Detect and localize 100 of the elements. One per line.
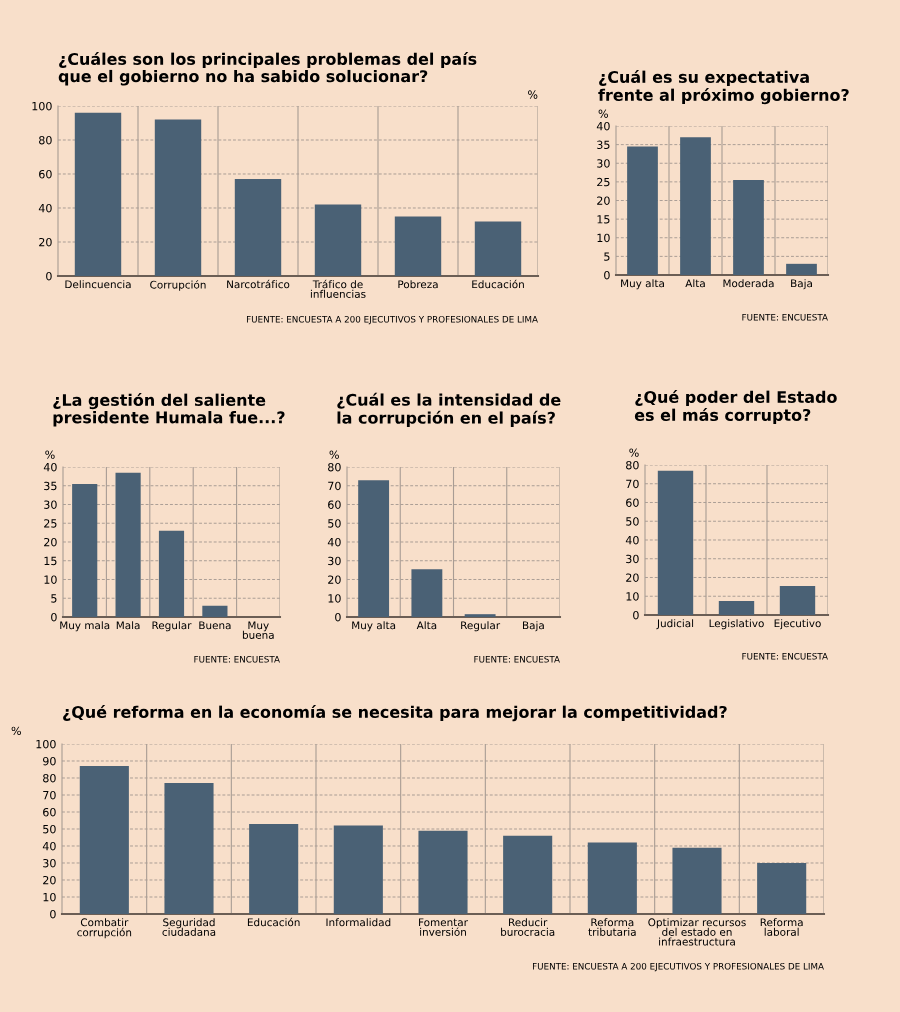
y-tick-label: 40 (42, 841, 56, 851)
y-tick-label: 10 (328, 594, 341, 603)
y-tick-label: 15 (44, 556, 57, 566)
y-tick-label: 0 (46, 271, 52, 281)
x-tick-label: Seguridad ciudadana (162, 918, 216, 936)
y-tick-label: 50 (43, 824, 56, 834)
y-tick-label: 20 (626, 573, 639, 582)
y-tick-label: 20 (43, 875, 56, 885)
y-tick-label: 20 (44, 537, 57, 547)
y-tick-label: 0 (335, 612, 341, 622)
source-note: FUENTE: ENCUESTA (742, 313, 828, 321)
chart-title: ¿Cuál es la intensidad de la corrupción en el país? (337, 392, 561, 427)
y-tick-label: 80 (328, 462, 341, 472)
y-axis-title: % (528, 90, 538, 99)
bar (680, 137, 711, 275)
y-tick-label: 35 (44, 481, 57, 491)
y-tick-label: 20 (328, 575, 341, 584)
x-tick-label: Informalidad (326, 918, 391, 927)
y-axis-title: % (598, 109, 608, 118)
y-tick-label: 30 (626, 554, 639, 564)
bar (464, 614, 496, 617)
x-tick-label: Muy buena (242, 621, 274, 639)
y-tick-label: 0 (51, 612, 57, 622)
x-tick-label: Reducir burocracia (501, 918, 555, 936)
bar (418, 830, 468, 914)
x-tick-label: Corrupción (150, 280, 206, 291)
y-tick-label: 70 (626, 479, 639, 489)
x-tick-label: Buena (199, 621, 231, 630)
y-tick-label: 10 (44, 575, 57, 584)
y-tick-label: 80 (39, 135, 52, 145)
bar (474, 221, 522, 276)
y-tick-label: 50 (328, 519, 341, 528)
x-tick-label: Ejecutivo (774, 619, 821, 630)
bar (718, 600, 755, 615)
x-tick-label: Legislativo (709, 619, 764, 630)
bar (779, 585, 816, 615)
bar (158, 530, 185, 617)
y-tick-label: 60 (328, 500, 341, 509)
bar (657, 470, 694, 615)
chart-title: ¿Qué reforma en la economía se necesita para mejorar la competitividad? (63, 705, 727, 722)
source-note: FUENTE: ENCUESTA (742, 652, 828, 660)
x-tick-label: Muy alta (621, 279, 664, 290)
y-tick-label: 40 (327, 537, 341, 547)
x-tick-label: Pobreza (398, 280, 438, 289)
bar (587, 842, 637, 914)
y-tick-label: 0 (633, 610, 639, 620)
bar (394, 216, 442, 276)
bar (202, 605, 228, 617)
y-tick-label: 35 (597, 140, 610, 149)
y-tick-label: 80 (43, 773, 56, 783)
y-tick-label: 30 (43, 858, 56, 868)
x-tick-label: Delincuencia (65, 280, 131, 289)
y-tick-label: 70 (43, 790, 56, 800)
x-tick-label: Optimizar recursos del estado en infraestructura (648, 918, 746, 946)
x-tick-label: Reforma laboral (760, 918, 803, 936)
x-tick-label: Regular (152, 621, 192, 632)
chart-title: ¿Qué poder del Estado es el más corrupto? (634, 390, 837, 425)
x-tick-label: Muy mala (60, 621, 110, 632)
y-tick-label: 0 (604, 270, 610, 280)
y-axis-title: % (629, 448, 639, 457)
bar (79, 766, 129, 914)
x-tick-label: Tráfico de influencias (310, 279, 366, 298)
x-tick-label: Baja (522, 621, 544, 632)
x-tick-label: Moderada (723, 279, 774, 288)
y-tick-label: 10 (626, 592, 639, 601)
x-tick-label: Narcotráfico (227, 279, 290, 289)
x-tick-label: Alta (685, 279, 705, 288)
bar (314, 204, 362, 276)
x-tick-label: Judicial (656, 619, 694, 630)
chart-title: ¿Cuál es su expectativa frente al próximo gobierno? (598, 70, 849, 105)
y-tick-label: 60 (43, 807, 56, 817)
x-tick-label: Reforma tributaria (588, 918, 636, 936)
x-tick-label: Regular (461, 621, 501, 632)
y-tick-label: 20 (597, 196, 610, 205)
y-tick-label: 70 (328, 481, 341, 491)
y-tick-label: 5 (51, 594, 57, 603)
y-tick-label: 40 (596, 121, 610, 131)
bar (164, 783, 214, 914)
bar (234, 179, 282, 276)
y-tick-label: 40 (38, 203, 52, 213)
bar (358, 480, 390, 617)
x-tick-label: Alta (416, 621, 437, 630)
y-axis-title: % (11, 726, 21, 736)
source-note: FUENTE: ENCUESTA (194, 655, 280, 663)
y-axis-title: % (45, 450, 55, 459)
chart-title: ¿Cuáles son los principales problemas del país que el gobierno no ha sabido solucionar? (58, 52, 477, 86)
y-tick-label: 0 (50, 909, 56, 919)
y-tick-label: 40 (43, 462, 57, 472)
y-tick-label: 30 (328, 556, 341, 566)
y-tick-label: 25 (44, 519, 57, 528)
x-tick-label: Muy alta (352, 621, 396, 632)
y-tick-label: 15 (597, 215, 610, 224)
y-tick-label: 20 (39, 237, 52, 247)
y-tick-label: 5 (604, 252, 610, 261)
y-tick-label: 10 (43, 892, 56, 902)
y-tick-label: 50 (626, 517, 639, 526)
bar (154, 119, 202, 276)
y-tick-label: 80 (626, 460, 639, 470)
y-axis-title: % (329, 450, 339, 459)
y-tick-label: 10 (597, 233, 610, 243)
